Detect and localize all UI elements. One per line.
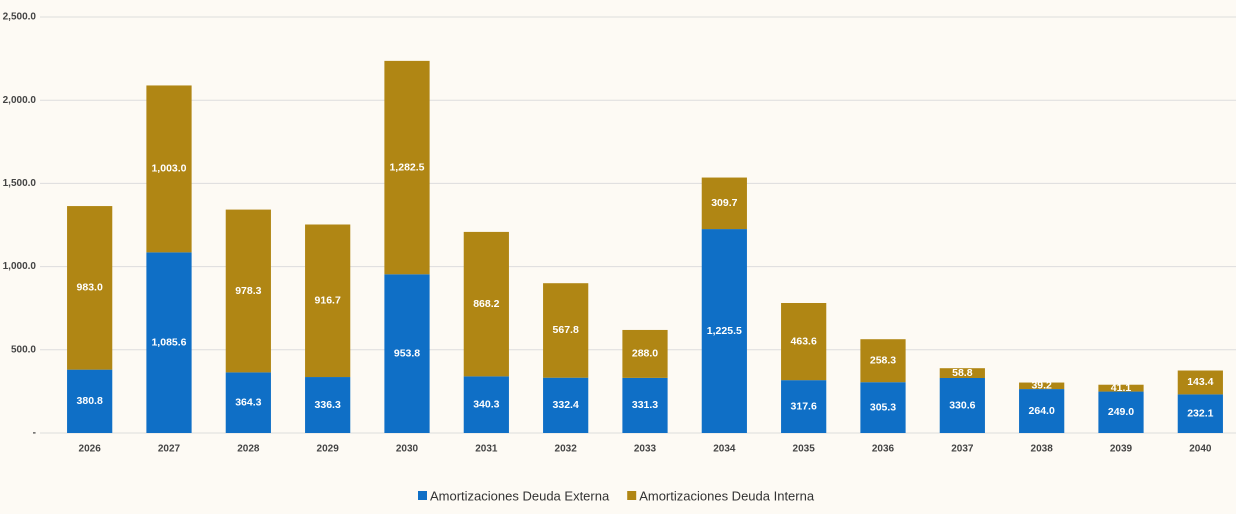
value-label: 264.0 — [1029, 405, 1055, 417]
value-label: 983.0 — [77, 282, 103, 294]
bar-segment — [1177, 394, 1223, 433]
value-label: 978.3 — [235, 285, 261, 297]
bar-segment — [781, 380, 827, 433]
y-tick-label: 1,000.0 — [3, 261, 37, 272]
bar-segment — [781, 303, 827, 381]
value-label: 143.4 — [1187, 376, 1213, 388]
value-label: 1,003.0 — [151, 163, 186, 175]
value-label: 232.1 — [1187, 407, 1213, 419]
y-tick-label: 2,000.0 — [3, 95, 37, 106]
value-label: 336.3 — [315, 399, 341, 411]
bar-segment — [543, 377, 589, 433]
x-tick-label: 2039 — [1110, 444, 1133, 455]
value-label: 1,225.5 — [707, 325, 742, 337]
value-label: 364.3 — [235, 396, 261, 408]
y-tick-label: 1,500.0 — [3, 178, 37, 189]
x-tick-label: 2029 — [317, 444, 340, 455]
x-tick-label: 2034 — [713, 444, 736, 455]
value-label: 916.7 — [315, 295, 341, 307]
value-label: 340.3 — [473, 398, 499, 410]
value-label: 258.3 — [870, 354, 896, 366]
value-label: 305.3 — [870, 401, 896, 413]
bar-segment — [701, 229, 747, 433]
y-tick-label: 2,500.0 — [3, 12, 37, 23]
bar-segment — [622, 329, 668, 378]
bar-segment — [463, 376, 509, 433]
x-tick-label: 2031 — [475, 444, 498, 455]
x-tick-label: 2028 — [237, 444, 260, 455]
value-label: 332.4 — [553, 399, 579, 411]
bar-segment — [305, 224, 351, 378]
bar-segment — [67, 369, 113, 433]
x-tick-label: 2037 — [951, 444, 974, 455]
bar-segment — [1177, 370, 1223, 395]
value-label: 1,085.6 — [151, 336, 186, 348]
bar-segment — [1098, 391, 1144, 433]
value-label: 567.8 — [553, 324, 579, 336]
bar-segment — [1019, 389, 1065, 433]
value-label: 39.2 — [1031, 380, 1052, 392]
x-tick-label: 2038 — [1031, 444, 1054, 455]
bar-segment — [543, 283, 589, 378]
legend-label: Amortizaciones Deuda Externa — [430, 488, 610, 503]
value-label: 41.1 — [1111, 382, 1132, 394]
x-tick-label: 2035 — [793, 444, 816, 455]
bar-segment — [860, 382, 906, 433]
bar-segment — [1019, 382, 1065, 390]
bar-segment — [1098, 384, 1144, 392]
bar-segment — [701, 177, 747, 230]
bar-segment — [305, 377, 351, 433]
value-label: 58.8 — [952, 367, 973, 379]
bar-segment — [146, 85, 192, 253]
bar-segment — [939, 368, 985, 378]
x-tick-label: 2036 — [872, 444, 895, 455]
x-tick-label: 2040 — [1189, 444, 1212, 455]
value-label: 309.7 — [711, 197, 737, 209]
x-tick-label: 2027 — [158, 444, 181, 455]
value-label: 330.6 — [949, 399, 975, 411]
y-tick-label: 500.0 — [11, 344, 36, 355]
bar-segment — [463, 231, 509, 377]
value-label: 288.0 — [632, 348, 658, 360]
value-label: 331.3 — [632, 399, 658, 411]
legend-swatch — [627, 491, 637, 500]
bar-segment — [225, 209, 271, 373]
legend-swatch — [418, 491, 427, 500]
bar-segment — [939, 377, 985, 433]
value-label: 249.0 — [1108, 406, 1134, 418]
bar-segment — [384, 60, 430, 275]
value-label: 380.8 — [77, 395, 103, 407]
bar-segment — [146, 252, 192, 433]
bar-segment — [225, 372, 271, 433]
value-label: 1,282.5 — [389, 161, 424, 173]
x-tick-label: 2026 — [79, 444, 102, 455]
value-label: 868.2 — [473, 298, 499, 310]
x-tick-label: 2030 — [396, 444, 419, 455]
value-label: 463.6 — [791, 335, 817, 347]
bar-segment — [384, 274, 430, 433]
value-label: 953.8 — [394, 347, 420, 359]
x-tick-label: 2032 — [555, 444, 578, 455]
value-label: 317.6 — [791, 400, 817, 412]
bar-segment — [67, 206, 113, 370]
bar-segment — [622, 377, 668, 433]
bar-segment — [860, 339, 906, 383]
y-tick-label: - — [33, 428, 36, 439]
x-tick-label: 2033 — [634, 444, 657, 455]
legend-label: Amortizaciones Deuda Interna — [639, 488, 815, 503]
